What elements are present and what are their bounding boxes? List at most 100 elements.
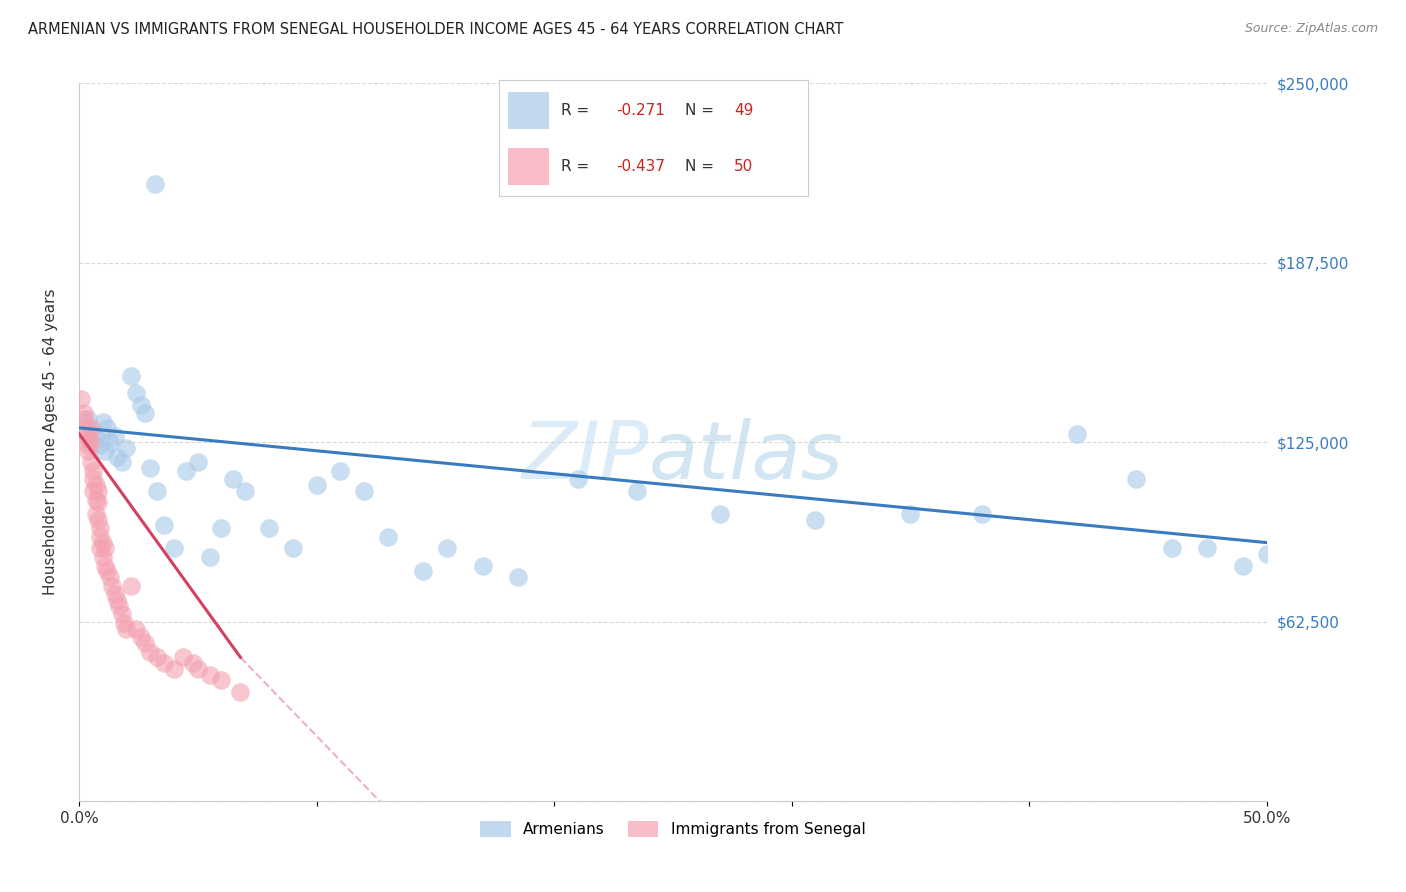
Point bbox=[187, 455, 209, 469]
Legend: Armenians, Immigrants from Senegal: Armenians, Immigrants from Senegal bbox=[474, 815, 872, 844]
Y-axis label: Householder Income Ages 45 - 64 years: Householder Income Ages 45 - 64 years bbox=[44, 289, 58, 596]
Point bbox=[91, 535, 114, 549]
Point bbox=[82, 464, 104, 478]
Point bbox=[153, 656, 176, 670]
Point bbox=[125, 386, 148, 401]
Point bbox=[567, 473, 589, 487]
Point bbox=[257, 521, 280, 535]
Point bbox=[129, 630, 152, 644]
Point bbox=[146, 483, 169, 498]
Point bbox=[329, 464, 352, 478]
Point bbox=[98, 435, 121, 450]
Point bbox=[96, 421, 118, 435]
Point bbox=[77, 438, 100, 452]
Text: ARMENIAN VS IMMIGRANTS FROM SENEGAL HOUSEHOLDER INCOME AGES 45 - 64 YEARS CORREL: ARMENIAN VS IMMIGRANTS FROM SENEGAL HOUS… bbox=[28, 22, 844, 37]
Point bbox=[73, 412, 96, 426]
Point bbox=[174, 464, 197, 478]
Point bbox=[412, 564, 434, 578]
Point bbox=[377, 530, 399, 544]
Point bbox=[187, 662, 209, 676]
Point bbox=[508, 570, 530, 584]
Point bbox=[108, 599, 131, 613]
Point bbox=[120, 579, 142, 593]
Point bbox=[211, 521, 233, 535]
Point bbox=[139, 461, 162, 475]
Point bbox=[115, 622, 138, 636]
Point bbox=[111, 455, 134, 469]
Point bbox=[105, 450, 128, 464]
Point bbox=[281, 541, 304, 556]
Bar bbox=[509, 92, 548, 129]
Point bbox=[709, 507, 731, 521]
Point bbox=[1066, 426, 1088, 441]
Point bbox=[75, 426, 97, 441]
Point bbox=[87, 483, 110, 498]
Point bbox=[80, 435, 103, 450]
Text: atlas: atlas bbox=[650, 417, 844, 496]
Point bbox=[111, 607, 134, 622]
Point bbox=[172, 650, 194, 665]
Point bbox=[82, 426, 104, 441]
Point bbox=[1232, 558, 1254, 573]
Point bbox=[353, 483, 375, 498]
Point bbox=[112, 615, 135, 630]
Point bbox=[94, 541, 117, 556]
Point bbox=[1197, 541, 1219, 556]
Point bbox=[73, 407, 96, 421]
Point bbox=[98, 570, 121, 584]
Point bbox=[77, 412, 100, 426]
Point bbox=[129, 398, 152, 412]
Point bbox=[70, 392, 93, 406]
Point bbox=[101, 579, 124, 593]
Point bbox=[163, 541, 186, 556]
Point bbox=[84, 507, 107, 521]
Point bbox=[181, 656, 204, 670]
Bar bbox=[509, 147, 548, 185]
Point bbox=[211, 673, 233, 688]
Point bbox=[75, 421, 97, 435]
Point bbox=[89, 521, 111, 535]
Point bbox=[84, 478, 107, 492]
Point bbox=[1125, 473, 1147, 487]
Point bbox=[84, 429, 107, 443]
Point bbox=[471, 558, 494, 573]
Point bbox=[115, 441, 138, 455]
Point bbox=[134, 636, 156, 650]
Text: -0.271: -0.271 bbox=[617, 103, 665, 118]
Point bbox=[198, 549, 221, 564]
Point bbox=[91, 549, 114, 564]
Point bbox=[229, 685, 252, 699]
Point bbox=[87, 495, 110, 509]
Point bbox=[436, 541, 458, 556]
Point bbox=[970, 507, 993, 521]
Text: Source: ZipAtlas.com: Source: ZipAtlas.com bbox=[1244, 22, 1378, 36]
Point bbox=[103, 429, 125, 443]
Text: R =: R = bbox=[561, 159, 595, 174]
Point bbox=[804, 513, 827, 527]
Text: 49: 49 bbox=[734, 103, 754, 118]
Point bbox=[82, 473, 104, 487]
Point bbox=[163, 662, 186, 676]
Point bbox=[89, 541, 111, 556]
Point bbox=[94, 443, 117, 458]
Point bbox=[105, 593, 128, 607]
Point bbox=[89, 438, 111, 452]
Point bbox=[900, 507, 922, 521]
Point bbox=[120, 369, 142, 384]
Point bbox=[77, 443, 100, 458]
Point bbox=[1256, 547, 1278, 561]
Point bbox=[233, 483, 256, 498]
Point bbox=[84, 492, 107, 507]
Point bbox=[94, 558, 117, 573]
Point bbox=[89, 530, 111, 544]
Point bbox=[1160, 541, 1182, 556]
Text: N =: N = bbox=[685, 159, 718, 174]
Point bbox=[626, 483, 648, 498]
Text: R =: R = bbox=[561, 103, 595, 118]
Text: ZIP: ZIP bbox=[522, 417, 650, 496]
Point bbox=[91, 415, 114, 429]
Point bbox=[139, 645, 162, 659]
Point bbox=[198, 667, 221, 681]
Text: N =: N = bbox=[685, 103, 718, 118]
Point bbox=[222, 473, 245, 487]
